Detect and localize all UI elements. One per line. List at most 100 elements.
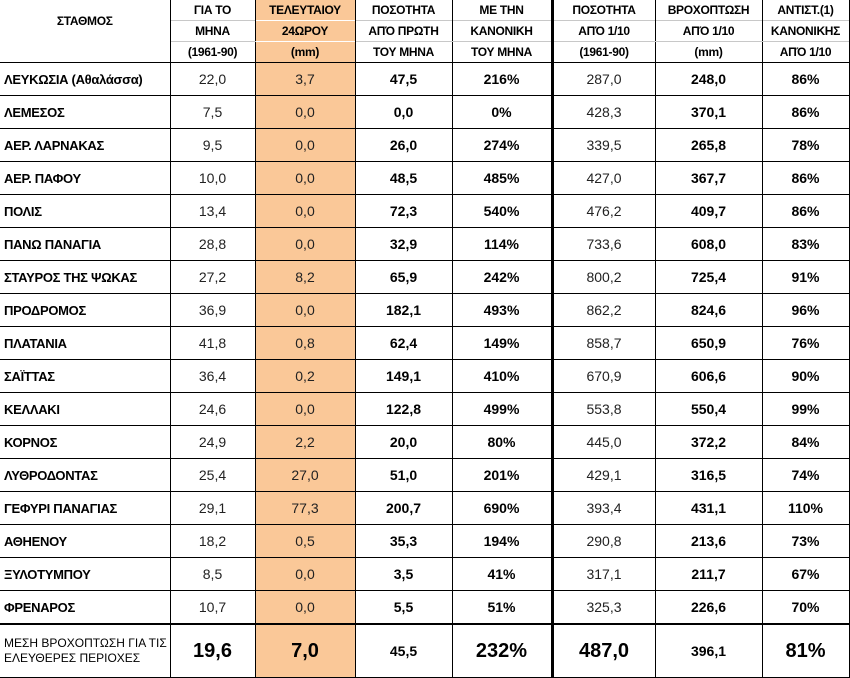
value-cell: 182,1: [354, 293, 453, 327]
value-cell: 8,5: [169, 557, 256, 591]
table-body: ΛΕΥΚΩΣΙΑ (Αθαλάσσα) 22,0 3,7 47,5 216% 287,0 2…: [0, 62, 850, 625]
average-value: 396,1: [654, 623, 763, 678]
value-cell: 316,5: [654, 458, 763, 492]
value-cell: 29,1: [169, 491, 256, 525]
table-row: ΛΥΘΡΟΔΟΝΤΑΣ 25,4 27,0 51,0 201% 429,1 316,5 74%: [0, 458, 850, 492]
value-cell: 606,6: [654, 359, 763, 393]
value-cell: 28,8: [169, 227, 256, 261]
value-cell: 72,3: [354, 194, 453, 228]
value-cell: 149,1: [354, 359, 453, 393]
header-cell: ΑΠΌ ΠΡΩΤΗ: [354, 20, 453, 42]
value-cell: 393,4: [550, 491, 656, 525]
table-row: ΚΕΛΛΑΚΙ 24,6 0,0 122,8 499% 553,8 550,4 99%: [0, 392, 850, 426]
value-cell: 35,3: [354, 524, 453, 558]
value-cell: 0,0: [254, 293, 356, 327]
value-cell: 86%: [761, 161, 850, 195]
value-cell: 290,8: [550, 524, 656, 558]
value-cell: 0,8: [254, 326, 356, 360]
header-cell: ΑΝΤΙΣΤ.(1): [761, 0, 850, 21]
header-cell: ΤΟΥ ΜΗΝΑ: [451, 41, 553, 63]
value-cell: 36,9: [169, 293, 256, 327]
value-cell: 20,0: [354, 425, 453, 459]
value-cell: 445,0: [550, 425, 656, 459]
value-cell: 339,5: [550, 128, 656, 162]
value-cell: 248,0: [654, 62, 763, 96]
value-cell: 48,5: [354, 161, 453, 195]
header-cell: (1961-90): [550, 41, 656, 63]
header-cell: (mm): [254, 41, 356, 63]
header-row: ΜΗΝΑ 24ΩΡΟΥ ΑΠΌ ΠΡΩΤΗ ΚΑΝΟΝΙΚΗ ΑΠΌ 1/10 ΑΠΌ 1…: [0, 20, 850, 42]
station-name: ΦΡΕΝΑΡΟΣ: [0, 590, 171, 625]
value-cell: 99%: [761, 392, 850, 426]
average-value: 232%: [451, 623, 553, 678]
value-cell: 428,3: [550, 95, 656, 129]
table-row: ΦΡΕΝΑΡΟΣ 10,7 0,0 5,5 51% 325,3 226,6 70%: [0, 590, 850, 625]
value-cell: 18,2: [169, 524, 256, 558]
value-cell: 317,1: [550, 557, 656, 591]
value-cell: 74%: [761, 458, 850, 492]
station-name: ΣΤΑΥΡΟΣ ΤΗΣ ΨΩΚΑΣ: [0, 260, 171, 294]
value-cell: 427,0: [550, 161, 656, 195]
station-name: ΣΑΪΤΤΑΣ: [0, 359, 171, 393]
average-label: ΜΕΣΗ ΒΡΟΧΟΠΤΩΣΗ ΓΙΑ ΤΙΣ ΕΛΕΥΘΕΡΕΣ ΠΕΡΙΟΧ…: [0, 623, 171, 678]
value-cell: 550,4: [654, 392, 763, 426]
value-cell: 62,4: [354, 326, 453, 360]
value-cell: 429,1: [550, 458, 656, 492]
value-cell: 372,2: [654, 425, 763, 459]
table-row: ΓΕΦΥΡΙ ΠΑΝΑΓΙΑΣ 29,1 77,3 200,7 690% 393,4 431…: [0, 491, 850, 525]
table-row: ΠΑΝΩ ΠΑΝΑΓΙΑ 28,8 0,0 32,9 114% 733,6 608,0 83%: [0, 227, 850, 261]
value-cell: 540%: [451, 194, 553, 228]
value-cell: 13,4: [169, 194, 256, 228]
value-cell: 122,8: [354, 392, 453, 426]
value-cell: 27,2: [169, 260, 256, 294]
value-cell: 476,2: [550, 194, 656, 228]
value-cell: 51%: [451, 590, 553, 625]
table-footer: ΜΕΣΗ ΒΡΟΧΟΠΤΩΣΗ ΓΙΑ ΤΙΣ ΕΛΕΥΘΕΡΕΣ ΠΕΡΙΟΧ…: [0, 623, 850, 678]
value-cell: 0,0: [254, 128, 356, 162]
table-row: ΠΡΟΔΡΟΜΟΣ 36,9 0,0 182,1 493% 862,2 824,6 96%: [0, 293, 850, 327]
value-cell: 0,0: [254, 227, 356, 261]
value-cell: 32,9: [354, 227, 453, 261]
header-cell: ΚΑΝΟΝΙΚΗΣ: [761, 20, 850, 42]
value-cell: 36,4: [169, 359, 256, 393]
header-station-blank: [0, 41, 171, 63]
table-row: ΞΥΛΟΤΥΜΠΟΥ 8,5 0,0 3,5 41% 317,1 211,7 67%: [0, 557, 850, 591]
value-cell: 51,0: [354, 458, 453, 492]
value-cell: 10,0: [169, 161, 256, 195]
table-row: ΚΟΡΝΟΣ 24,9 2,2 20,0 80% 445,0 372,2 84%: [0, 425, 850, 459]
value-cell: 265,8: [654, 128, 763, 162]
header-station: ΣΤΑΘΜΟΣ: [0, 0, 171, 42]
value-cell: 90%: [761, 359, 850, 393]
average-value: 487,0: [550, 623, 656, 678]
value-cell: 211,7: [654, 557, 763, 591]
station-name: ΠΡΟΔΡΟΜΟΣ: [0, 293, 171, 327]
value-cell: 800,2: [550, 260, 656, 294]
value-cell: 650,9: [654, 326, 763, 360]
value-cell: 70%: [761, 590, 850, 625]
value-cell: 216%: [451, 62, 553, 96]
station-name: ΠΛΑΤΑΝΙΑ: [0, 326, 171, 360]
table-row: ΣΤΑΥΡΟΣ ΤΗΣ ΨΩΚΑΣ 27,2 8,2 65,9 242% 800,2 725…: [0, 260, 850, 294]
value-cell: 0,5: [254, 524, 356, 558]
value-cell: 41%: [451, 557, 553, 591]
value-cell: 410%: [451, 359, 553, 393]
table-header: ΣΤΑΘΜΟΣ ΓΙΑ ΤΟ ΤΕΛΕΥΤΑΙΟΥ ΠΟΣΟΤΗΤΑ ΜΕ ΤΗΝ ΠΟΣ…: [0, 0, 850, 63]
value-cell: 25,4: [169, 458, 256, 492]
value-cell: 0,0: [254, 95, 356, 129]
station-name: ΑΕΡ. ΠΑΦΟΥ: [0, 161, 171, 195]
value-cell: 24,6: [169, 392, 256, 426]
value-cell: 725,4: [654, 260, 763, 294]
value-cell: 0,0: [254, 161, 356, 195]
value-cell: 7,5: [169, 95, 256, 129]
table-row: ΛΕΜΕΣΟΣ 7,5 0,0 0,0 0% 428,3 370,1 86%: [0, 95, 850, 129]
value-cell: 274%: [451, 128, 553, 162]
value-cell: 86%: [761, 95, 850, 129]
station-name: ΚΟΡΝΟΣ: [0, 425, 171, 459]
value-cell: 67%: [761, 557, 850, 591]
table-row: ΑΘΗΕΝΟΥ 18,2 0,5 35,3 194% 290,8 213,6 73%: [0, 524, 850, 558]
header-cell: 24ΩΡΟΥ: [254, 20, 356, 42]
value-cell: 84%: [761, 425, 850, 459]
value-cell: 22,0: [169, 62, 256, 96]
value-cell: 8,2: [254, 260, 356, 294]
